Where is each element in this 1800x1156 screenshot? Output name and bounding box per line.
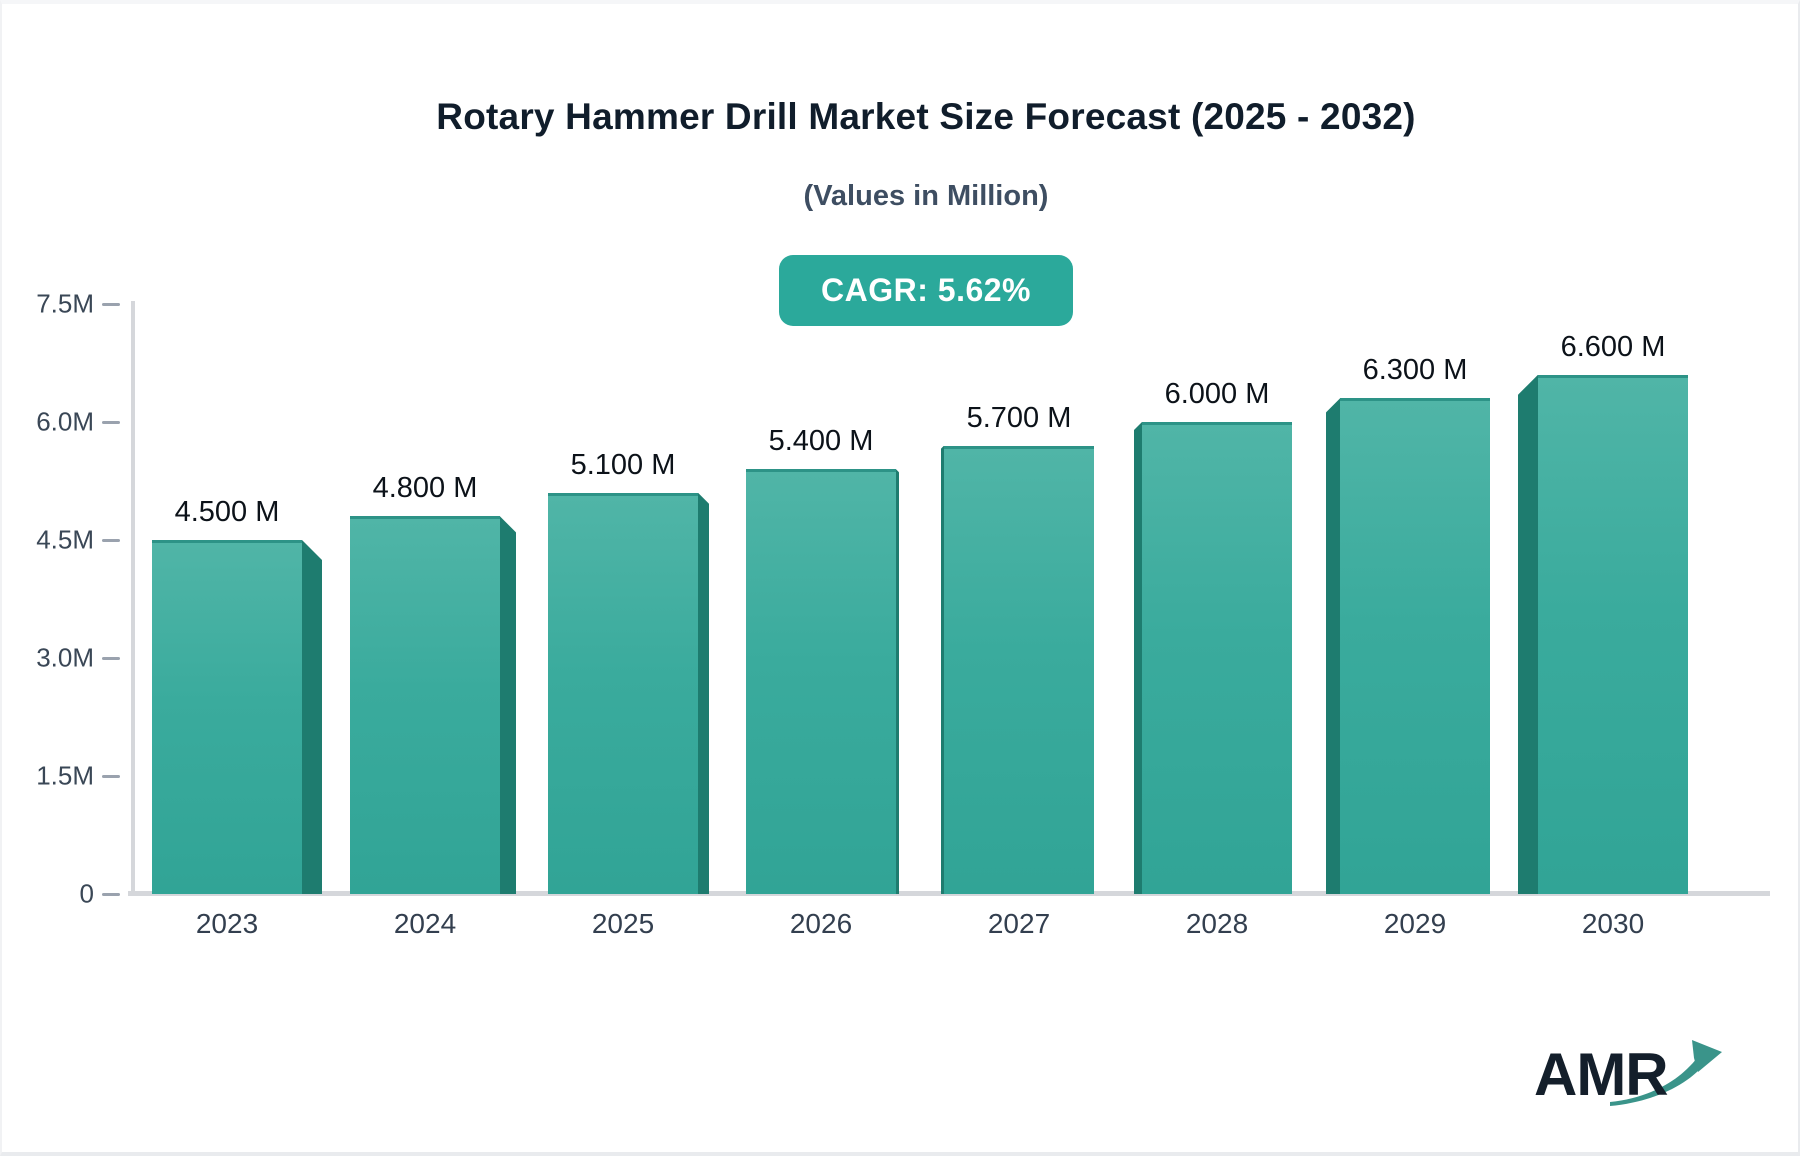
page-title: Rotary Hammer Drill Market Size Forecast…: [436, 96, 1416, 137]
x-axis-category-label: 2025: [591, 908, 655, 939]
y-axis-tick: [102, 656, 120, 660]
amr-logo-text: AMR: [1534, 1041, 1669, 1108]
bar: 5.100 M: [548, 449, 709, 894]
y-axis-tick: [102, 538, 120, 542]
bar-side-face: [941, 445, 944, 894]
bar-side-face: [302, 540, 322, 894]
bar: 6.300 M: [1326, 354, 1490, 894]
amr-logo: AMR: [1534, 1030, 1744, 1122]
bar-front-face: [548, 492, 698, 894]
bar-side-face: [698, 492, 709, 894]
bar-value-label: 5.100 M: [570, 448, 676, 481]
bar: 5.400 M: [746, 425, 899, 894]
bar-front-face: [746, 469, 896, 894]
bar-side-face: [896, 469, 899, 894]
bar-value-label: 6.300 M: [1362, 354, 1468, 387]
bar-front-face: [1340, 398, 1490, 894]
bar-value-label: 5.400 M: [768, 425, 874, 458]
x-axis-category-label: 2027: [987, 908, 1051, 939]
x-axis-category-label: 2026: [789, 908, 853, 939]
y-axis-line: [131, 301, 135, 894]
bar-front-face: [1538, 374, 1688, 894]
y-axis-tick: [102, 420, 120, 424]
y-axis-tick-label: 0: [79, 878, 94, 909]
y-axis-tick-label: 7.5M: [36, 288, 94, 319]
bar-side-face: [500, 516, 516, 894]
bar-side-face: [1326, 398, 1340, 894]
chart-subtitle: (Values in Million): [803, 180, 1049, 212]
bar-side-face: [1134, 422, 1142, 894]
cagr-badge-row: CAGR: 5.62%: [26, 255, 1798, 326]
y-axis-tick: [102, 892, 120, 896]
bar: 4.500 M: [152, 496, 322, 894]
y-axis-tick-label: 1.5M: [36, 760, 94, 791]
bar: 4.800 M: [350, 472, 516, 894]
bar-front-face: [350, 516, 500, 894]
x-axis-category-label: 2030: [1581, 908, 1645, 939]
y-axis-tick: [102, 302, 120, 306]
bar-value-label: 6.000 M: [1164, 378, 1270, 410]
bar-front-face: [944, 445, 1094, 894]
bar: 6.000 M: [1134, 378, 1292, 894]
x-axis-category-label: 2024: [393, 908, 457, 939]
growth-arrow-icon: [1610, 1040, 1722, 1106]
bar-value-label: 4.500 M: [174, 496, 280, 528]
y-axis-tick: [102, 774, 120, 778]
x-axis-category-label: 2023: [195, 908, 259, 939]
x-axis-category-label: 2028: [1185, 908, 1249, 939]
x-axis-category-label: 2029: [1383, 908, 1447, 939]
bar-value-label: 4.800 M: [372, 472, 478, 505]
y-axis-tick-label: 4.5M: [36, 524, 94, 555]
y-axis-tick-label: 3.0M: [36, 642, 94, 673]
bar: 5.700 M: [941, 402, 1094, 894]
bar-value-label: 6.600 M: [1560, 330, 1666, 363]
bar-front-face: [152, 540, 302, 894]
bar-front-face: [1142, 422, 1292, 894]
y-axis-tick-label: 6.0M: [36, 406, 94, 437]
bar-side-face: [1518, 374, 1538, 894]
bar: 6.600 M: [1518, 331, 1688, 894]
bar-value-label: 5.700 M: [966, 401, 1072, 434]
cagr-badge: CAGR: 5.62%: [779, 255, 1073, 326]
